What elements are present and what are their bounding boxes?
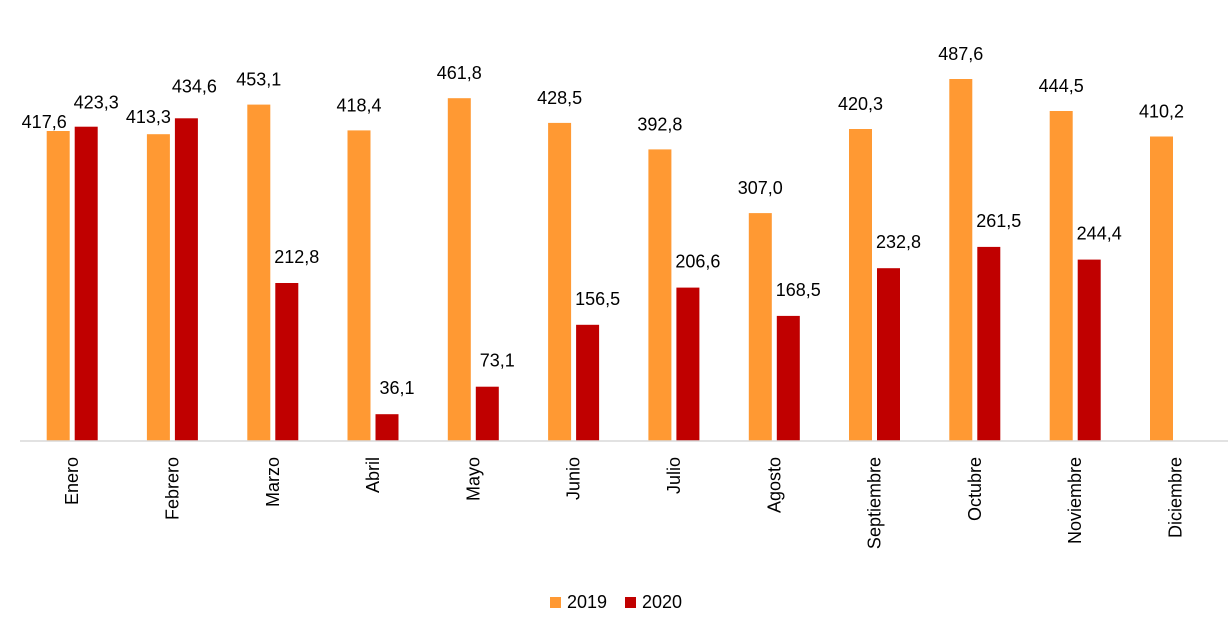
bar-2020-marzo bbox=[275, 283, 299, 441]
bar-2019-febrero bbox=[146, 134, 170, 441]
value-label-2019-abril: 418,4 bbox=[336, 95, 381, 115]
category-label-abril: Abril bbox=[363, 457, 383, 493]
category-label-septiembre: Septiembre bbox=[865, 457, 885, 549]
legend-item-2020: 2020 bbox=[625, 592, 682, 613]
category-label-noviembre: Noviembre bbox=[1065, 457, 1085, 544]
bar-2019-septiembre bbox=[849, 129, 872, 441]
category-label-febrero: Febrero bbox=[162, 457, 182, 520]
value-label-2019-enero: 417,6 bbox=[22, 112, 67, 132]
value-label-2019-noviembre: 444,5 bbox=[1039, 76, 1084, 96]
bar-2020-abril bbox=[375, 414, 399, 441]
value-label-2020-noviembre: 244,4 bbox=[1077, 224, 1122, 244]
legend-swatch-2020 bbox=[625, 597, 636, 608]
legend-label-2019: 2019 bbox=[566, 592, 607, 612]
bar-2019-marzo bbox=[247, 104, 271, 441]
bar-2020-julio bbox=[676, 287, 700, 441]
category-label-marzo: Marzo bbox=[263, 457, 283, 507]
value-label-2020-julio: 206,6 bbox=[675, 252, 720, 272]
value-label-2019-octubre: 487,6 bbox=[938, 44, 983, 64]
value-label-2019-junio: 428,5 bbox=[537, 88, 582, 108]
bar-2020-enero bbox=[74, 126, 98, 441]
bar-2020-octubre bbox=[977, 246, 1001, 441]
bar-2019-agosto bbox=[748, 213, 772, 441]
value-label-2019-mayo: 461,8 bbox=[437, 63, 482, 83]
bar-2019-diciembre bbox=[1150, 136, 1173, 441]
legend-swatch-2019 bbox=[549, 597, 561, 608]
value-label-2020-junio: 156,5 bbox=[575, 289, 620, 309]
value-label-2019-diciembre: 410,2 bbox=[1139, 102, 1184, 122]
category-label-mayo: Mayo bbox=[463, 457, 483, 501]
value-label-2019-febrero: 413,3 bbox=[126, 107, 171, 127]
value-label-2020-enero: 423,3 bbox=[74, 93, 119, 113]
bar-2019-noviembre bbox=[1049, 111, 1073, 441]
category-label-junio: Junio bbox=[564, 457, 584, 500]
bar-2020-agosto bbox=[776, 315, 800, 441]
value-label-2020-mayo: 73,1 bbox=[480, 351, 515, 371]
category-label-enero: Enero bbox=[62, 457, 82, 505]
value-label-2020-abril: 36,1 bbox=[379, 378, 414, 398]
category-labels-group: Enero Febrero Marzo Abril Mayo Junio Julio Agos… bbox=[62, 457, 1185, 549]
value-label-2019-julio: 392,8 bbox=[637, 114, 682, 134]
bar-2020-febrero bbox=[174, 118, 198, 442]
bar-2019-octubre bbox=[949, 79, 973, 441]
value-label-2019-marzo: 453,1 bbox=[236, 70, 281, 90]
value-label-2019-agosto: 307,0 bbox=[738, 178, 783, 198]
bar-2020-mayo bbox=[475, 386, 499, 441]
bar-2019-enero bbox=[46, 131, 70, 441]
bar-2019-junio bbox=[548, 122, 572, 442]
bar-2020-junio bbox=[576, 324, 600, 441]
legend: 2019 2020 bbox=[0, 592, 1232, 613]
value-label-2020-septiembre: 232,8 bbox=[876, 232, 921, 252]
value-label-2020-marzo: 212,8 bbox=[274, 247, 319, 267]
value-label-2020-agosto: 168,5 bbox=[776, 280, 821, 300]
bar-2019-mayo bbox=[447, 98, 471, 441]
category-label-diciembre: Diciembre bbox=[1166, 457, 1186, 538]
legend-label-2020: 2020 bbox=[642, 592, 683, 612]
category-label-octubre: Octubre bbox=[965, 457, 985, 521]
bar-2020-noviembre bbox=[1077, 259, 1101, 441]
bar-2019-julio bbox=[648, 149, 672, 441]
value-label-2020-febrero: 434,6 bbox=[172, 76, 217, 96]
value-label-2019-septiembre: 420,3 bbox=[838, 94, 883, 114]
legend-item-2019: 2019 bbox=[549, 592, 607, 613]
value-label-2020-octubre: 261,5 bbox=[976, 211, 1021, 231]
bars-group bbox=[46, 79, 1173, 442]
category-label-julio: Julio bbox=[664, 457, 684, 494]
bar-2019-abril bbox=[347, 130, 371, 441]
bar-2020-septiembre bbox=[877, 268, 900, 441]
category-label-agosto: Agosto bbox=[764, 457, 784, 513]
